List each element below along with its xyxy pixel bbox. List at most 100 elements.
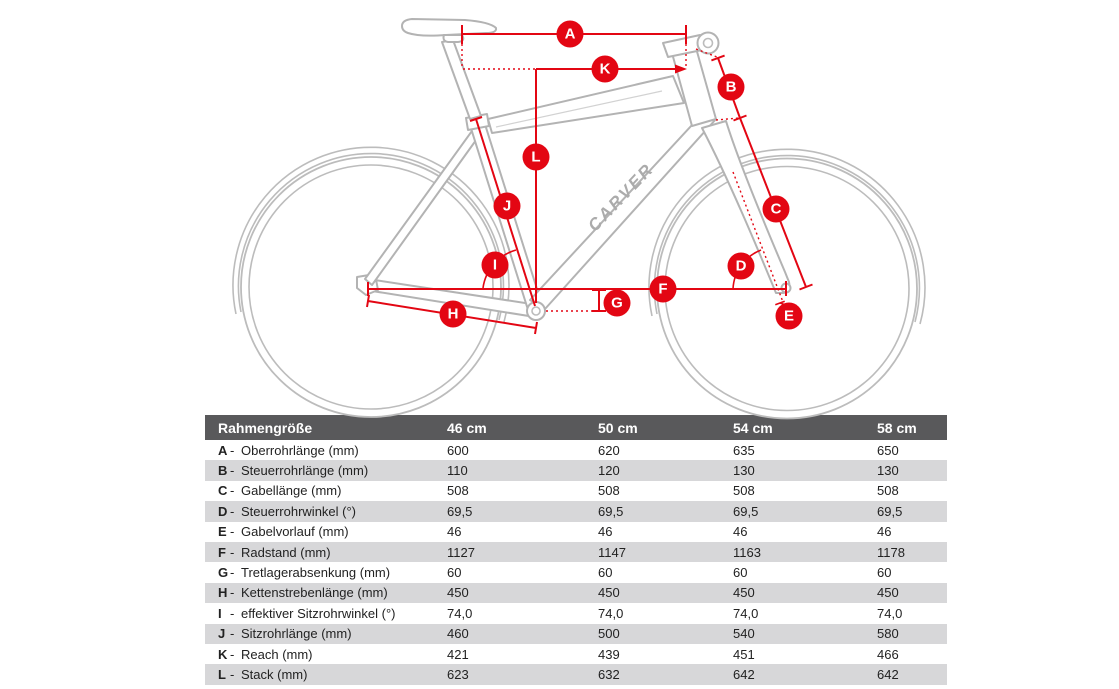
cell-value: 74,0 bbox=[877, 605, 903, 621]
row-label: F - Radstand (mm) bbox=[218, 544, 331, 560]
table-row: C - Gabellänge (mm) 508 508 508 508 bbox=[205, 480, 947, 502]
row-label: A - Oberrohrlänge (mm) bbox=[218, 442, 359, 458]
seat-tube bbox=[468, 117, 544, 314]
cell-value: 508 bbox=[447, 483, 469, 499]
header-size-54: 54 cm bbox=[733, 419, 773, 436]
svg-text:J: J bbox=[503, 198, 511, 215]
marker-F: F bbox=[649, 275, 677, 303]
cell-value: 1147 bbox=[598, 544, 626, 560]
cell-value: 450 bbox=[598, 585, 620, 601]
row-label: G - Tretlagerabsenkung (mm) bbox=[218, 565, 391, 581]
cell-value: 60 bbox=[733, 565, 748, 581]
cell-value: 69,5 bbox=[733, 503, 759, 519]
cell-value: 1127 bbox=[447, 544, 475, 560]
table-row: J - Sitzrohrlänge (mm) 460 500 540 580 bbox=[205, 623, 947, 644]
cell-value: 632 bbox=[598, 666, 620, 682]
cell-value: 508 bbox=[733, 483, 755, 499]
front-axle bbox=[780, 282, 792, 294]
measure-H-line bbox=[367, 300, 537, 329]
cell-value: 642 bbox=[733, 666, 755, 682]
cell-value: 642 bbox=[877, 666, 899, 682]
cell-value: 1163 bbox=[733, 544, 761, 560]
front-wheel bbox=[648, 148, 926, 420]
cell-value: 466 bbox=[877, 646, 899, 662]
handlebar-grip bbox=[696, 31, 720, 55]
geometry-table-wrap: Rahmengröße 46 cm 50 cm 54 cm 58 cm A - Ob… bbox=[205, 415, 947, 685]
cell-value: 623 bbox=[447, 666, 469, 682]
cell-value: 450 bbox=[877, 585, 899, 601]
table-row: D - Steuerrohrwinkel (°) 69,5 69,5 69,5 69,5 bbox=[205, 501, 947, 522]
table-header-row: Rahmengröße 46 cm 50 cm 54 cm 58 cm bbox=[205, 415, 947, 440]
row-label: C - Gabellänge (mm) bbox=[218, 483, 342, 499]
front-fender bbox=[648, 148, 926, 325]
cell-value: 540 bbox=[733, 626, 755, 642]
cell-value: 600 bbox=[447, 442, 469, 458]
row-label: D - Steuerrohrwinkel (°) bbox=[218, 503, 357, 519]
table-row: F - Radstand (mm) 1127 1147 1163 1178 bbox=[205, 541, 947, 563]
rear-tire bbox=[240, 156, 502, 418]
cell-value: 650 bbox=[877, 442, 899, 458]
cell-value: 60 bbox=[598, 565, 613, 581]
cell-value: 74,0 bbox=[733, 605, 759, 621]
rear-wheel bbox=[232, 146, 510, 418]
cell-value: 635 bbox=[733, 442, 755, 458]
seatpost bbox=[441, 39, 482, 120]
svg-text:L: L bbox=[531, 149, 540, 166]
cell-value: 130 bbox=[877, 463, 899, 479]
table-row: K - Reach (mm) 421 439 451 466 bbox=[205, 643, 947, 665]
table-row: I - effektiver Sitzrohrwinkel (°) 74,0 74,0 7… bbox=[205, 603, 947, 624]
cell-value: 451 bbox=[733, 646, 755, 662]
svg-text:G: G bbox=[611, 295, 623, 312]
marker-J: J bbox=[493, 192, 521, 220]
table-row: H - Kettenstrebenlänge (mm) 450 450 450 450 bbox=[205, 582, 947, 604]
cell-value: 110 bbox=[447, 463, 468, 479]
geometry-table: Rahmengröße 46 cm 50 cm 54 cm 58 cm A - Ob… bbox=[205, 415, 947, 685]
down-tube bbox=[529, 118, 717, 310]
cell-value: 74,0 bbox=[598, 605, 624, 621]
row-label: L - Stack (mm) bbox=[218, 666, 308, 682]
seatstay bbox=[364, 123, 485, 286]
row-label: J - Sitzrohrlänge (mm) bbox=[218, 626, 352, 642]
header-size-58: 58 cm bbox=[877, 419, 917, 436]
measure-B-line bbox=[717, 57, 741, 119]
measure-C-line bbox=[739, 117, 807, 288]
measurements: A B C D E F G bbox=[366, 20, 813, 335]
chainstay bbox=[365, 278, 539, 318]
header-frame-size: Rahmengröße bbox=[218, 419, 313, 436]
svg-text:D: D bbox=[736, 258, 747, 275]
rear-dropout bbox=[356, 273, 379, 296]
cell-value: 620 bbox=[598, 442, 620, 458]
cell-value: 439 bbox=[598, 646, 620, 662]
cell-value: 69,5 bbox=[877, 503, 903, 519]
marker-I: I bbox=[481, 251, 509, 279]
svg-text:I: I bbox=[493, 257, 497, 274]
cell-value: 46 bbox=[598, 524, 613, 540]
row-label: K - Reach (mm) bbox=[218, 646, 313, 662]
table-row: G - Tretlagerabsenkung (mm) 60 60 60 60 bbox=[205, 562, 947, 583]
brand-logo: CARVER bbox=[584, 159, 658, 235]
stem bbox=[662, 34, 703, 58]
cell-value: 580 bbox=[877, 626, 899, 642]
fork bbox=[701, 120, 791, 294]
cell-value: 46 bbox=[447, 524, 462, 540]
cell-value: 500 bbox=[598, 626, 620, 642]
marker-C: C bbox=[762, 195, 790, 223]
saddle bbox=[401, 18, 498, 37]
table-row: E - Gabelvorlauf (mm) 46 46 46 46 bbox=[205, 521, 947, 542]
table-row: A - Oberrohrlänge (mm) 600 620 635 650 bbox=[205, 440, 947, 461]
marker-E: E bbox=[775, 302, 803, 330]
svg-text:H: H bbox=[448, 306, 459, 323]
svg-text:F: F bbox=[658, 281, 667, 298]
row-label: I - effektiver Sitzrohrwinkel (°) bbox=[218, 605, 396, 621]
cell-value: 46 bbox=[877, 524, 892, 540]
cell-value: 450 bbox=[733, 585, 755, 601]
svg-text:C: C bbox=[771, 201, 782, 218]
cell-value: 120 bbox=[598, 463, 620, 479]
cell-value: 1178 bbox=[877, 544, 905, 560]
measure-J-line bbox=[475, 118, 536, 307]
front-tire bbox=[656, 157, 918, 420]
cell-value: 69,5 bbox=[447, 503, 473, 519]
cell-value: 60 bbox=[447, 565, 462, 581]
svg-text:B: B bbox=[726, 79, 737, 96]
